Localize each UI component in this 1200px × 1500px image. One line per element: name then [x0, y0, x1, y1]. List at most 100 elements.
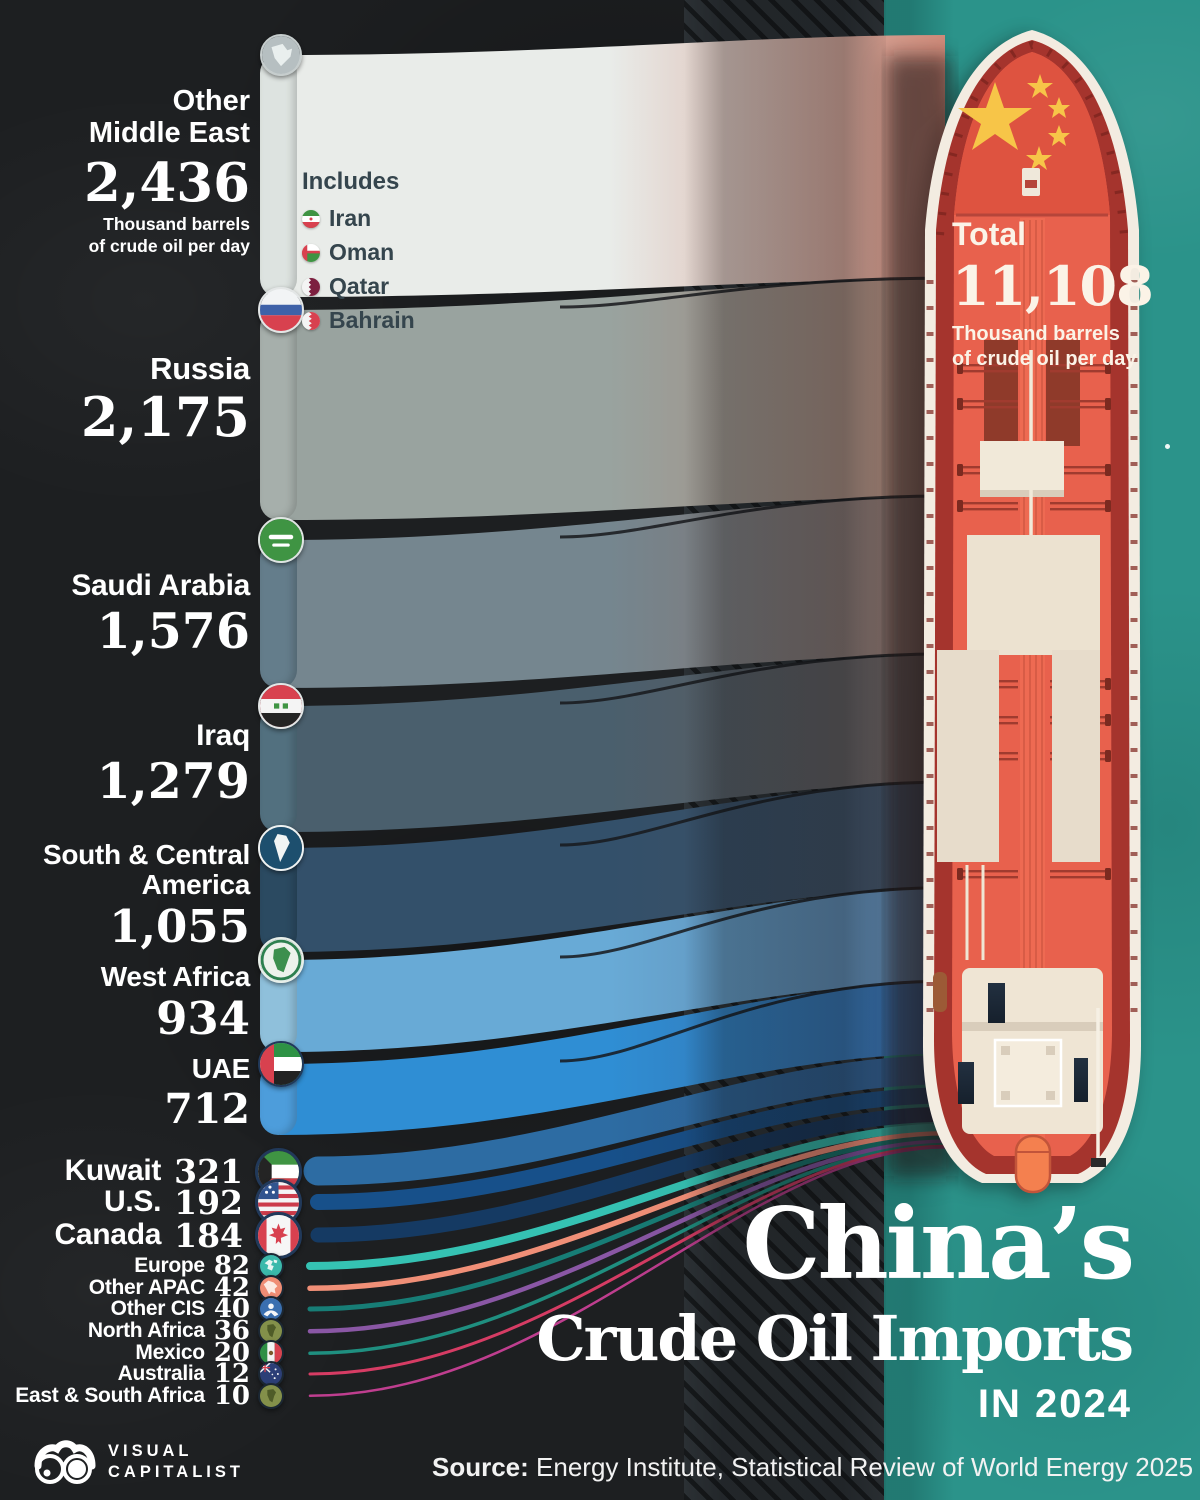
row-value: 2,436	[84, 151, 250, 214]
row-name: North Africa	[87, 1319, 205, 1343]
total-value: 11,108	[952, 253, 1154, 318]
unit-note-line2: of crude oil per day	[88, 235, 250, 256]
row-name: Other	[172, 85, 250, 117]
logo-line1: VISUAL	[108, 1442, 193, 1461]
flow-band	[559, 494, 946, 539]
title-line2: Crude Oil Imports	[536, 1302, 1134, 1375]
mexico-flag-icon	[258, 1340, 284, 1367]
binoculars-icon	[34, 1440, 96, 1484]
row-value: 20	[213, 1338, 250, 1369]
bow-rim-ticks	[936, 40, 1128, 236]
row-name: Canada	[54, 1218, 162, 1251]
crane-platform-shadow	[980, 490, 1064, 497]
flow-band	[559, 652, 946, 705]
includes-item: Oman	[302, 239, 415, 266]
row-label-russia: Russia 2,175	[81, 352, 250, 447]
row-label-iraq: Iraq 1,279	[96, 719, 251, 811]
oil-tanker-illustration	[888, 30, 1141, 1194]
flow-band	[280, 497, 945, 688]
includes-title: Includes	[302, 168, 400, 195]
includes-country: Qatar	[329, 273, 390, 299]
vent-stack	[988, 983, 1005, 1023]
row-value: 192	[174, 1182, 243, 1222]
uae-flag-icon	[258, 1041, 304, 1087]
row-value: 40	[213, 1294, 250, 1324]
includes-country: Oman	[329, 239, 395, 265]
row-label-south-central-america: South & Central America 1,055	[42, 839, 251, 952]
source-text: Energy Institute, Statistical Review of …	[528, 1452, 1194, 1482]
superstructure-edge	[962, 1022, 1103, 1031]
row-name: UAE	[191, 1053, 251, 1084]
iran-flag-icon	[302, 209, 320, 228]
row-name: Saudi Arabia	[71, 569, 250, 602]
row-value: 1,576	[96, 602, 250, 661]
flow-capsule	[260, 540, 297, 688]
row-label-west-africa: West Africa 934	[101, 961, 251, 1046]
flow-band	[307, 1139, 948, 1334]
row-value: 82	[213, 1251, 250, 1281]
vent-stack-2	[958, 1062, 974, 1104]
row-name: South & Central	[42, 839, 250, 870]
flow-band	[280, 35, 945, 297]
canada-flag-icon	[255, 1211, 302, 1259]
total-block: Total 11,108 Thousand barrels of crude o…	[952, 217, 1154, 372]
includes-item: Qatar	[302, 273, 415, 300]
flow-band	[310, 1087, 953, 1210]
flow-band	[303, 1055, 960, 1186]
includes-country: Bahrain	[329, 307, 415, 333]
water-highlight-dot	[1165, 444, 1170, 449]
row-value: 10	[213, 1380, 250, 1411]
row-label-uae: UAE 712	[164, 1053, 251, 1131]
flow-band	[310, 1106, 953, 1243]
row-label-east-south-africa: East & South Africa 10	[15, 1380, 284, 1411]
row-name: East & South Africa	[15, 1383, 205, 1407]
starboard-wing-deck	[1052, 650, 1100, 862]
row-label-mexico: Mexico 20	[135, 1338, 284, 1369]
oman-flag-icon	[302, 243, 320, 262]
flow-band	[307, 1131, 948, 1291]
row-name-line2: Middle East	[88, 116, 250, 149]
row-name: Iraq	[196, 719, 250, 752]
flow-band	[559, 780, 946, 847]
title-line1: China’s	[742, 1187, 1135, 1302]
row-label-other-apac: Other APAC 42	[89, 1273, 284, 1304]
flow-band	[280, 982, 945, 1135]
visual-capitalist-logo: VISUAL CAPITALIST	[32, 1438, 244, 1486]
flow-band	[559, 276, 946, 309]
helipad-marks	[1001, 1046, 1055, 1100]
south-america-flag-icon	[258, 825, 304, 871]
lifeboat	[1014, 1134, 1052, 1194]
flow-band	[308, 1142, 947, 1355]
row-value: 934	[156, 992, 250, 1046]
bahrain-flag-icon	[302, 311, 320, 330]
flow-band	[306, 1123, 949, 1270]
source-note: Source: Energy Institute, Statistical Re…	[432, 1452, 1193, 1483]
crane-platform	[980, 441, 1064, 497]
row-name: America	[141, 869, 251, 901]
row-name: Other CIS	[110, 1297, 205, 1320]
flow-band	[307, 1135, 948, 1312]
row-name: Mexico	[135, 1341, 205, 1365]
west-africa-flag-icon	[258, 937, 304, 983]
cis-flag-icon	[258, 1296, 284, 1322]
row-value: 1,279	[96, 752, 250, 811]
stern-boom-foot	[1091, 1158, 1106, 1167]
row-value: 42	[213, 1273, 250, 1304]
flow-band	[280, 888, 945, 1052]
row-name: U.S.	[103, 1185, 162, 1218]
flow-band	[280, 279, 945, 520]
flow-capsule	[260, 310, 297, 520]
row-value: 36	[213, 1316, 250, 1347]
includes-item: Iran	[302, 205, 415, 232]
title-line3: IN 2024	[977, 1382, 1132, 1426]
flow-capsule	[260, 55, 297, 297]
apac-flag-icon	[258, 1275, 284, 1302]
qatar-flag-icon	[302, 277, 320, 296]
row-name: Russia	[150, 351, 250, 386]
small-boat	[933, 972, 947, 1012]
vent-stack-3	[1074, 1058, 1088, 1102]
row-value: 2,175	[80, 385, 250, 450]
windlass-detail	[1025, 180, 1037, 188]
